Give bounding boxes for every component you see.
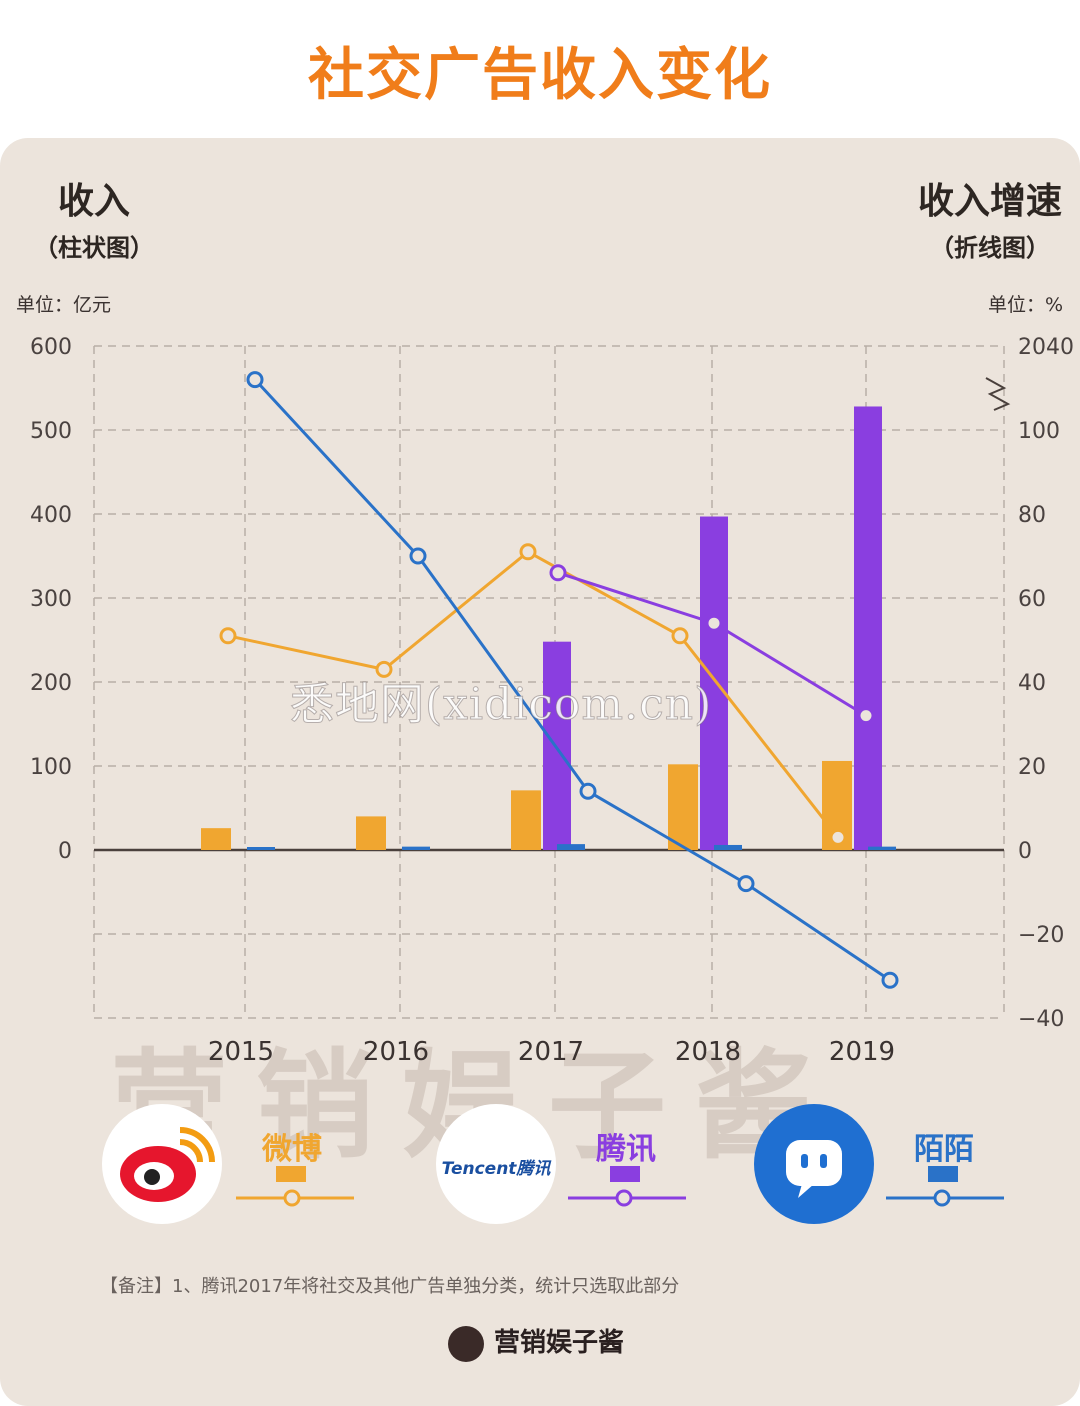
point-陌陌 — [737, 875, 755, 893]
legend-weibo-line — [236, 1189, 354, 1207]
point-陌陌 — [579, 782, 597, 800]
right-axis-sub: （折线图） — [930, 234, 1050, 262]
left-unit: 单位：亿元 — [16, 294, 112, 316]
right-tick-label: 0 — [1018, 839, 1032, 864]
footnote: 【备注】1、腾讯2017年将社交及其他广告单独分类，统计只选取此部分 — [100, 1276, 680, 1297]
mascot-icon — [448, 1326, 484, 1362]
legend-weibo-bar — [276, 1166, 306, 1182]
legend-momo-line — [886, 1189, 1004, 1207]
right-tick-label: 60 — [1018, 587, 1046, 612]
right-tick-label: 2040 — [1018, 335, 1074, 360]
point-微博 — [671, 627, 689, 645]
left-tick-label: 0 — [58, 839, 72, 864]
right-tick-label: −20 — [1018, 923, 1064, 948]
right-tick-label: 100 — [1018, 419, 1060, 444]
x-tick-label: 2018 — [675, 1037, 741, 1067]
right-tick-label: 40 — [1018, 671, 1046, 696]
left-tick-label: 400 — [30, 503, 72, 528]
legend-momo-label: 陌陌 — [914, 1132, 974, 1167]
point-微博 — [219, 627, 237, 645]
point-微博 — [829, 828, 847, 846]
left-axis-head: 收入 — [58, 181, 131, 222]
right-tick-label: −40 — [1018, 1007, 1064, 1032]
point-陌陌 — [246, 371, 264, 389]
left-tick-label: 300 — [30, 587, 72, 612]
legend-momo-bar — [928, 1166, 958, 1182]
bar-腾讯-2019 — [854, 406, 882, 850]
right-unit: 单位：% — [988, 294, 1064, 316]
bar-微博-2017 — [511, 790, 541, 850]
bar-微博-2015 — [201, 828, 231, 850]
legend-tencent-bar — [610, 1166, 640, 1182]
bar-陌陌-2017 — [557, 844, 585, 850]
bar-腾讯-2018 — [700, 516, 728, 850]
tencent-logo-icon: Tencent腾讯 — [436, 1104, 556, 1224]
left-tick-label: 200 — [30, 671, 72, 696]
left-tick-label: 600 — [30, 335, 72, 360]
right-tick-label: 20 — [1018, 755, 1046, 780]
bar-陌陌-2015 — [247, 847, 275, 850]
legend-weibo-label: 微博 — [262, 1132, 322, 1167]
point-腾讯 — [705, 614, 723, 632]
right-axis-head: 收入增速 — [918, 181, 1063, 222]
footer-brand: 营销娱子酱 — [494, 1328, 625, 1358]
point-陌陌 — [881, 971, 899, 989]
x-tick-label: 2019 — [829, 1037, 895, 1067]
left-tick-label: 500 — [30, 419, 72, 444]
chart-svg: 60050040030020010002040100806040200−20−4… — [30, 335, 1074, 1067]
bar-陌陌-2018 — [714, 844, 742, 850]
x-tick-label: 2016 — [363, 1037, 429, 1067]
point-腾讯 — [549, 564, 567, 582]
site-watermark: 悉地网(xidicom.cn) — [289, 679, 713, 731]
chart-title: 社交广告收入变化 — [308, 43, 772, 108]
bar-陌陌-2016 — [402, 846, 430, 850]
bar-陌陌-2019 — [868, 846, 896, 850]
x-tick-label: 2015 — [208, 1037, 274, 1067]
point-陌陌 — [409, 547, 427, 565]
point-微博 — [519, 543, 537, 561]
x-tick-label: 2017 — [518, 1037, 584, 1067]
point-腾讯 — [857, 707, 875, 725]
axis-break-mark — [985, 377, 1011, 411]
legend-tencent-line — [568, 1189, 686, 1207]
tencent-logo-text: Tencent腾讯 — [441, 1159, 551, 1179]
left-tick-label: 100 — [30, 755, 72, 780]
weibo-logo-icon — [102, 1104, 222, 1224]
momo-logo-icon — [754, 1104, 874, 1224]
point-微博 — [375, 660, 393, 678]
bar-微博-2016 — [356, 816, 386, 850]
right-tick-label: 80 — [1018, 503, 1046, 528]
bar-微博-2018 — [668, 764, 698, 850]
left-axis-sub: （柱状图） — [34, 234, 154, 262]
legend-tencent-label: 腾讯 — [596, 1132, 656, 1167]
